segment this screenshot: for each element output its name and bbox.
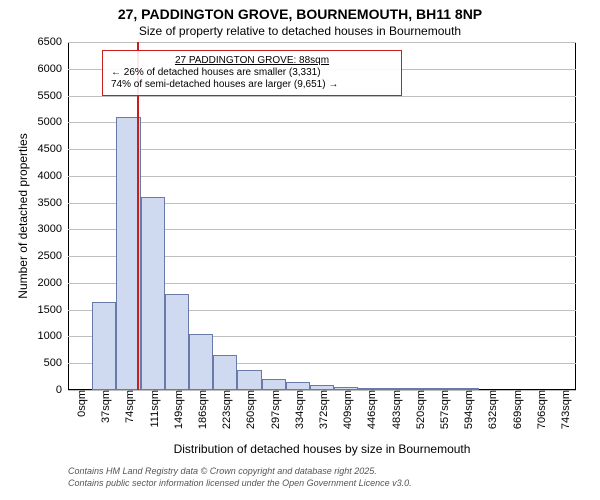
callout-line: ← 26% of detached houses are smaller (3,… <box>111 67 393 79</box>
x-axis-label: Distribution of detached houses by size … <box>68 442 576 456</box>
plot-area: 0500100015002000250030003500400045005000… <box>68 42 576 390</box>
xtick-label: 111sqm <box>145 390 161 428</box>
ytick-label: 4500 <box>38 143 68 155</box>
gridline <box>68 122 576 123</box>
xtick-label: 632sqm <box>483 390 499 429</box>
xtick-label: 37sqm <box>96 390 112 423</box>
y-axis-label: Number of detached properties <box>16 133 30 298</box>
xtick-label: 0sqm <box>72 390 88 417</box>
property-size-chart: 27, PADDINGTON GROVE, BOURNEMOUTH, BH11 … <box>0 0 600 500</box>
histogram-bar <box>286 382 310 390</box>
chart-subtitle: Size of property relative to detached ho… <box>0 24 600 38</box>
histogram-bar <box>213 355 237 390</box>
xtick-label: 409sqm <box>338 390 354 429</box>
gridline <box>68 149 576 150</box>
xtick-label: 669sqm <box>508 390 524 429</box>
footer-line-2: Contains public sector information licen… <box>68 478 412 488</box>
histogram-bar <box>189 334 213 390</box>
xtick-label: 297sqm <box>266 390 282 429</box>
xtick-label: 74sqm <box>120 390 136 423</box>
footer-line-1: Contains HM Land Registry data © Crown c… <box>68 466 377 476</box>
xtick-label: 483sqm <box>387 390 403 429</box>
xtick-label: 372sqm <box>314 390 330 429</box>
xtick-label: 186sqm <box>193 390 209 429</box>
histogram-bar <box>262 379 286 390</box>
ytick-label: 2500 <box>38 250 68 262</box>
ytick-label: 6000 <box>38 63 68 75</box>
xtick-label: 334sqm <box>290 390 306 429</box>
ytick-label: 6500 <box>38 36 68 48</box>
ytick-label: 3000 <box>38 223 68 235</box>
gridline <box>68 42 576 43</box>
histogram-bar <box>141 197 165 390</box>
xtick-label: 743sqm <box>556 390 572 429</box>
ytick-label: 3500 <box>38 197 68 209</box>
xtick-label: 260sqm <box>241 390 257 429</box>
callout-line: 74% of semi-detached houses are larger (… <box>111 79 393 91</box>
xtick-label: 223sqm <box>217 390 233 429</box>
ytick-label: 2000 <box>38 277 68 289</box>
xtick-label: 706sqm <box>532 390 548 429</box>
ytick-label: 1000 <box>38 330 68 342</box>
chart-title: 27, PADDINGTON GROVE, BOURNEMOUTH, BH11 … <box>0 6 600 22</box>
gridline <box>68 176 576 177</box>
histogram-bar <box>165 294 189 390</box>
ytick-label: 0 <box>56 384 68 396</box>
histogram-bar <box>92 302 116 390</box>
ytick-label: 1500 <box>38 304 68 316</box>
ytick-label: 4000 <box>38 170 68 182</box>
ytick-label: 5000 <box>38 116 68 128</box>
ytick-label: 500 <box>44 357 68 369</box>
xtick-label: 149sqm <box>169 390 185 429</box>
histogram-bar <box>237 370 261 390</box>
xtick-label: 557sqm <box>435 390 451 429</box>
xtick-label: 520sqm <box>411 390 427 429</box>
xtick-label: 594sqm <box>459 390 475 429</box>
callout-line: 27 PADDINGTON GROVE: 88sqm <box>111 55 393 67</box>
property-callout: 27 PADDINGTON GROVE: 88sqm← 26% of detac… <box>102 50 402 96</box>
ytick-label: 5500 <box>38 90 68 102</box>
xtick-label: 446sqm <box>362 390 378 429</box>
